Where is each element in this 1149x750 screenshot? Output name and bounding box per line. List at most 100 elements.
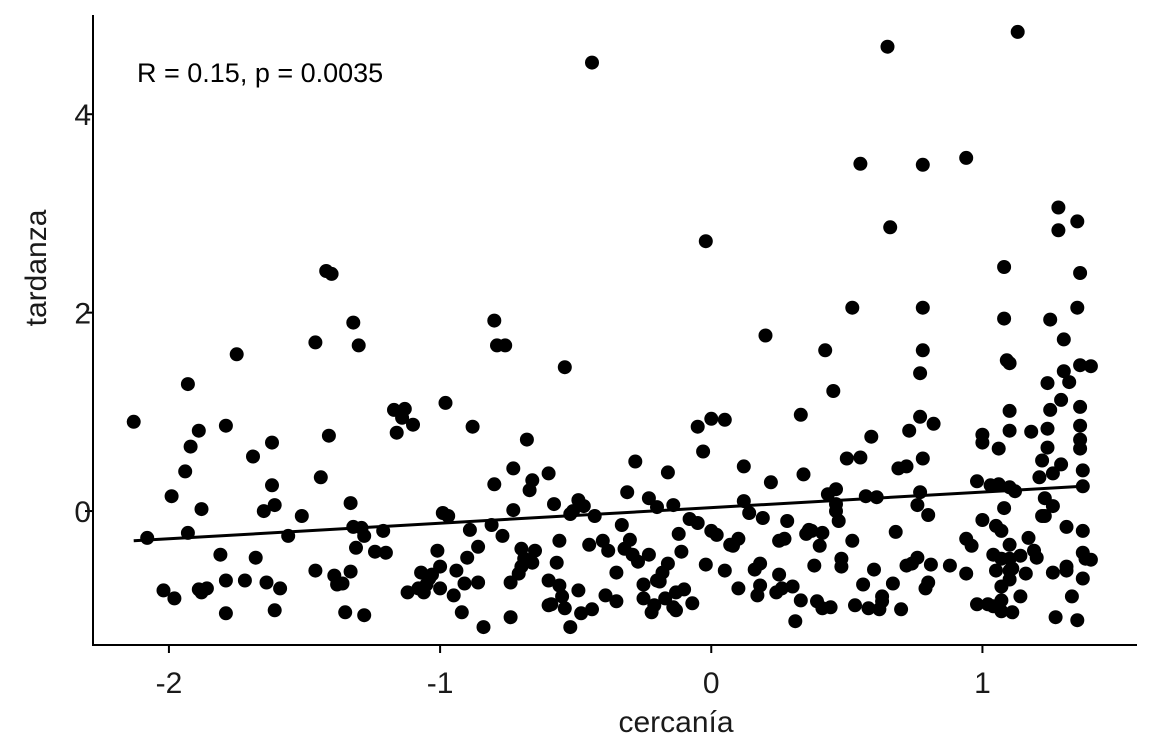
data-point [926, 416, 941, 431]
data-point [563, 620, 578, 635]
data-point [357, 608, 372, 623]
data-point [641, 491, 656, 506]
data-point [671, 526, 686, 541]
data-point [476, 620, 491, 635]
data-point [1029, 550, 1044, 565]
data-point [357, 528, 372, 543]
data-point [487, 313, 502, 328]
data-point [1059, 519, 1074, 534]
data-point [717, 563, 732, 578]
data-point [503, 575, 518, 590]
data-point [1002, 356, 1017, 371]
data-point [780, 514, 795, 528]
data-point [229, 347, 244, 362]
x-tick-label: 1 [974, 667, 991, 700]
data-point [1054, 457, 1069, 472]
data-point [1048, 610, 1063, 625]
trend-line [133, 484, 1083, 543]
data-point [587, 509, 602, 523]
data-point [1002, 537, 1017, 552]
data-point [888, 524, 903, 539]
data-point [313, 470, 328, 485]
data-point [1051, 223, 1066, 238]
data-point [774, 581, 789, 596]
data-point [1083, 359, 1098, 374]
data-point [1013, 589, 1028, 604]
data-point [731, 531, 746, 546]
data-point [1005, 561, 1020, 576]
data-point [1073, 441, 1088, 456]
data-point [519, 432, 534, 447]
data-point [259, 575, 274, 590]
x-tick-label: 0 [703, 667, 720, 700]
data-point [1032, 470, 1047, 485]
data-point [685, 596, 700, 611]
data-point [736, 459, 751, 474]
data-point [178, 464, 193, 479]
data-point [620, 485, 635, 500]
data-point [574, 606, 589, 621]
data-point [856, 577, 871, 592]
data-point [246, 449, 260, 464]
data-point [585, 55, 599, 70]
data-point [167, 591, 182, 606]
data-point [793, 407, 808, 422]
data-point [1073, 358, 1088, 373]
data-point [1037, 509, 1052, 523]
data-point [631, 554, 645, 569]
data-point [213, 547, 228, 562]
data-point [400, 585, 415, 600]
data-point [674, 544, 689, 559]
x-tick-label: -2 [156, 667, 183, 700]
data-point [942, 558, 957, 573]
data-point [462, 522, 477, 537]
data-point [487, 477, 502, 492]
data-point [180, 377, 195, 392]
y-tick-label: 2 [74, 298, 91, 331]
data-point [156, 583, 171, 598]
data-point [915, 343, 930, 358]
y-axis-title: tardanza [20, 209, 53, 326]
data-point [690, 516, 705, 530]
data-point [991, 477, 1006, 492]
data-point [237, 573, 252, 588]
data-point [557, 360, 572, 375]
data-point [1062, 375, 1077, 390]
data-point [742, 506, 757, 520]
data-point [647, 598, 662, 613]
data-point [449, 563, 464, 578]
data-point [1013, 548, 1028, 563]
data-point [677, 582, 692, 597]
data-point [880, 39, 895, 54]
data-point [902, 423, 917, 438]
data-point [959, 566, 974, 581]
data-point [997, 260, 1012, 274]
data-point [864, 429, 879, 444]
data-point [913, 366, 928, 381]
data-point [636, 577, 651, 592]
data-point [549, 555, 564, 570]
data-point [183, 439, 198, 454]
data-point [441, 509, 456, 523]
data-point [218, 606, 233, 621]
data-point [582, 537, 597, 552]
data-point [829, 482, 843, 497]
data-point [1040, 376, 1055, 391]
data-point [506, 461, 521, 476]
data-point [308, 335, 323, 350]
data-point [1021, 530, 1036, 545]
data-point [845, 300, 860, 315]
data-point [346, 315, 361, 330]
data-point [1075, 571, 1090, 586]
data-point [194, 502, 209, 517]
data-point [1040, 440, 1055, 455]
data-point [915, 451, 930, 466]
data-point [785, 579, 800, 594]
data-point [1073, 266, 1088, 280]
data-point [265, 478, 279, 493]
data-point [709, 527, 724, 542]
data-point [460, 550, 475, 565]
data-point [544, 597, 559, 612]
data-point [126, 414, 141, 429]
data-point [457, 576, 472, 591]
